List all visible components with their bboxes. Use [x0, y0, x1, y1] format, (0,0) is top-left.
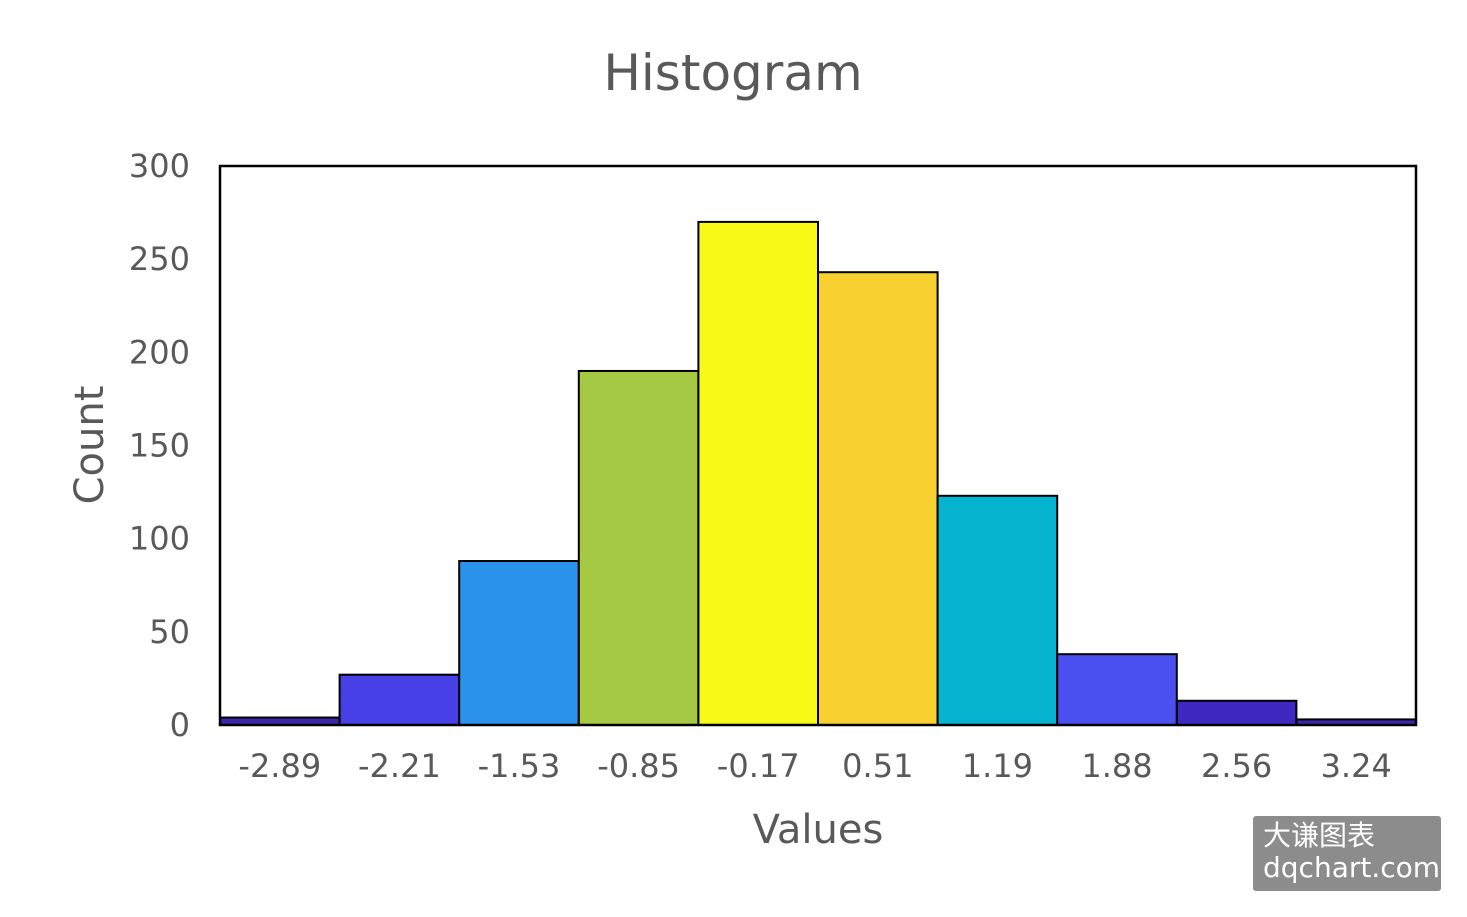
histogram-bar [1056, 653, 1178, 727]
x-tick-label: -0.85 [597, 747, 680, 785]
watermark-line-2: dqchart.com [1263, 851, 1441, 884]
chart-title: Histogram [603, 44, 862, 102]
histogram-bar [577, 369, 700, 726]
y-tick-label: 150 [129, 427, 190, 465]
plot-area-frame [218, 164, 1418, 727]
x-tick-label: 3.24 [1321, 747, 1392, 785]
y-tick-label: 50 [149, 613, 190, 651]
histogram-bar [936, 494, 1059, 726]
x-tick-label: 1.19 [962, 747, 1033, 785]
x-tick-label: -2.89 [238, 747, 321, 785]
histogram-bar [697, 220, 820, 726]
x-tick-label: 0.51 [842, 747, 913, 785]
x-tick-label: 2.56 [1201, 747, 1272, 785]
y-tick-labels: 0 50 100 150 200 250 300 [129, 147, 190, 744]
x-tick-label: -1.53 [478, 747, 561, 785]
y-tick-label: 250 [129, 240, 190, 278]
histogram-bar [458, 560, 580, 726]
histogram-bar [817, 271, 939, 726]
y-tick-label: 300 [129, 147, 190, 185]
x-tick-label: -0.17 [717, 747, 800, 785]
histogram-bar [338, 673, 461, 727]
x-axis-label: Values [753, 807, 884, 853]
watermark-badge: 大谦图表 dqchart.com [1253, 816, 1441, 891]
x-tick-label: -2.21 [358, 747, 441, 785]
histogram-bar [1175, 699, 1298, 727]
y-tick-label: 200 [129, 333, 190, 371]
x-tick-label: 1.88 [1081, 747, 1152, 785]
y-axis-label: Count [67, 386, 113, 505]
x-tick-labels: -2.89 -2.21 -1.53 -0.85 -0.17 0.51 1.19 1.88 2.5… [238, 747, 1391, 785]
watermark-line-1: 大谦图表 [1263, 819, 1376, 852]
y-tick-label: 0 [170, 706, 190, 744]
y-tick-label: 100 [129, 520, 190, 558]
bars-group [219, 220, 1418, 727]
